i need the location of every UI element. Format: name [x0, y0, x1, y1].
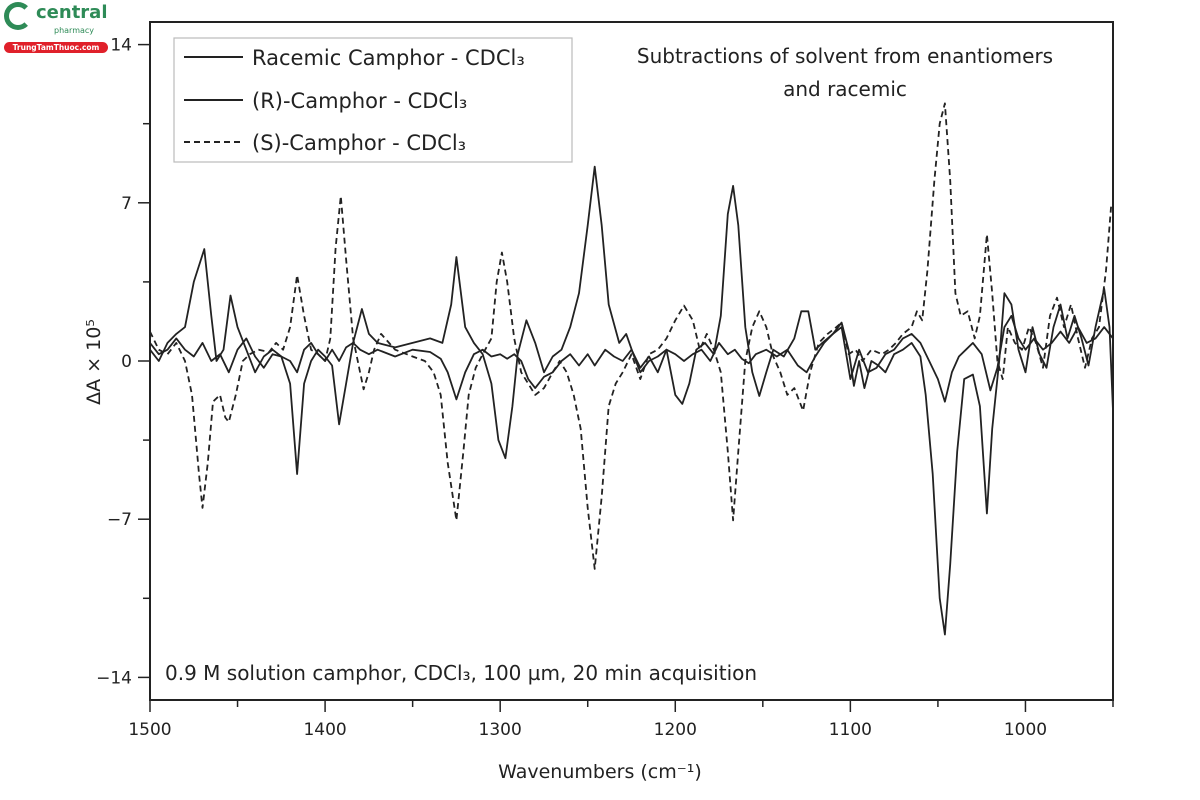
y-tick-label: 7 [121, 194, 132, 214]
y-tick-label: −14 [96, 668, 132, 688]
watermark-logo: central pharmacy TrungTamThuoc.com [4, 0, 112, 58]
legend: Racemic Camphor - CDCl₃ (R)-Camphor - CD… [173, 37, 573, 163]
x-tick-label: 1300 [479, 720, 522, 740]
x-tick-label: 1200 [654, 720, 697, 740]
annotation-title-line1: Subtractions of solvent from enantiomers [637, 44, 1053, 68]
annotation-title-line2: and racemic [783, 77, 907, 101]
x-tick-label: 1100 [829, 720, 872, 740]
annotation-conditions: 0.9 M solution camphor, CDCl₃, 100 µm, 2… [165, 661, 757, 685]
y-tick-label: 0 [121, 352, 132, 372]
series-line-racemic [149, 314, 1114, 403]
series-line-s-camphor [149, 102, 1114, 570]
y-axis-title: ΔA × 10⁵ [83, 319, 105, 405]
series-layer [149, 102, 1114, 636]
ticks-layer: 1500 1400 1300 1200 1100 1000 14 7 0 −7 −14 [96, 36, 1114, 740]
logo-site: TrungTamThuoc.com [4, 42, 108, 53]
logo-brand: central [36, 2, 108, 23]
legend-label-r: (R)-Camphor - CDCl₃ [252, 89, 467, 113]
x-tick-label: 1400 [303, 720, 346, 740]
legend-label-s: (S)-Camphor - CDCl₃ [252, 131, 466, 155]
y-tick-label: −7 [107, 510, 132, 530]
logo-c-icon [4, 2, 32, 30]
series-line-r-camphor [149, 165, 1114, 636]
x-axis-title: Wavenumbers (cm⁻¹) [498, 761, 702, 783]
logo-sub: pharmacy [54, 26, 95, 35]
x-tick-label: 1500 [128, 720, 171, 740]
legend-label-racemic: Racemic Camphor - CDCl₃ [252, 46, 525, 70]
x-tick-label: 1000 [1004, 720, 1047, 740]
y-tick-label: 14 [110, 36, 132, 56]
